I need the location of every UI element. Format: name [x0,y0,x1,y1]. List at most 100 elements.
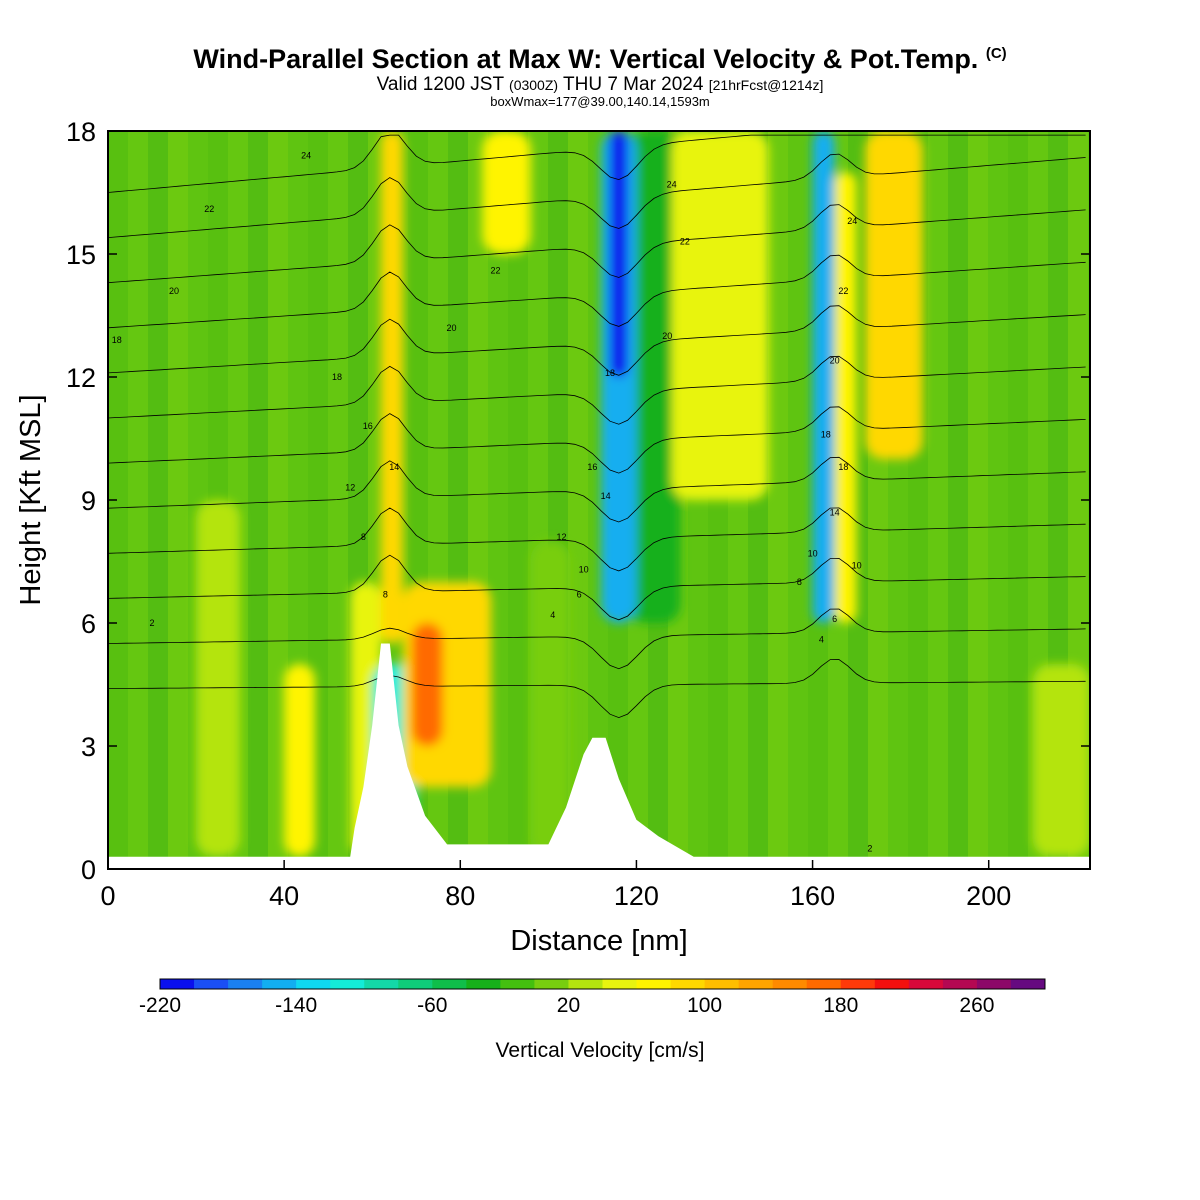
field-stripe [1008,131,1028,869]
isentrope-label: 12 [557,532,567,542]
colorbar-tick-label: -60 [417,994,447,1017]
isentrope-line [108,355,1086,425]
x-tick-label: 200 [966,881,1011,911]
isentrope-line [108,406,1086,474]
y-tick-label: 3 [81,732,96,762]
field-stripe [108,131,128,869]
y-tick-label: 15 [66,240,96,270]
colorbar-swatch [806,979,842,989]
field-stripe [268,131,288,869]
title-text: Wind-Parallel Section at Max W: Vertical… [193,44,979,74]
isentrope-label: 22 [838,286,848,296]
isentrope-label: 24 [667,179,677,189]
colorbar-swatch [194,979,229,989]
isentrope-label: 4 [819,634,824,644]
terrain [108,643,1090,869]
isentrope-label: 20 [169,286,179,296]
valid-prefix: Valid 1200 JST [376,74,504,95]
isentrope-label: 4 [550,610,555,620]
isentrope-line [108,305,1086,376]
isentrope-label: 24 [301,151,311,161]
isentrope-line [108,254,1086,329]
field-stripe [328,131,348,869]
y-tick-label: 18 [66,117,96,147]
colorbar-swatch [160,979,195,989]
colorbar-frame [159,978,1046,990]
isentrope-label: 16 [587,462,597,472]
colorbar-swatch [534,979,569,989]
colorbar-swatch [874,979,910,989]
colorbar-swatch [330,979,365,989]
isentrope-label: 10 [808,548,818,558]
isentrope-label: 10 [579,565,589,575]
velocity-band [196,500,241,857]
velocity-band [834,172,857,623]
isentrope-label: 20 [446,323,456,333]
isentrope-line [108,507,1086,572]
colorbar-swatch [432,979,467,989]
box-info-line: boxWmax=177@39.00,140.14,1593m [490,94,710,109]
y-tick-label: 12 [66,363,96,393]
colorbar-swatch [500,979,535,989]
isentrope-label: 8 [361,532,366,542]
colorbar-tick-label: 20 [557,994,580,1017]
colorbar-swatch [398,979,433,989]
colorbar-swatch [840,979,876,989]
velocity-band [381,131,404,644]
colorbar-swatch [466,979,501,989]
isentrope-label: 14 [601,491,611,501]
chart-title: Wind-Parallel Section at Max W: Vertical… [0,44,1200,75]
isentrope-label: 22 [491,265,501,275]
field-stripe [508,131,528,869]
colorbar-swatch [602,979,638,989]
isentropes [108,134,1086,719]
colorbar-swatch [568,979,603,989]
y-tick-label: 0 [81,855,96,885]
colorbar-swatch [262,979,297,989]
y-axis-label: Height [Kft MSL] [15,394,47,605]
valid-date: THU 7 Mar 2024 [563,74,704,95]
field-stripe [968,131,988,869]
isentrope-label: 14 [830,507,840,517]
isentrope-label: 18 [112,335,122,345]
x-axis: 0 40 80 120 160 200 [100,860,1011,911]
isentrope-label: 14 [389,462,399,472]
colorbar-swatch [772,979,808,989]
velocity-band [482,131,531,254]
colorbar-swatch [228,979,263,989]
isentrope-label: 18 [332,372,342,382]
colorbar-tick-label: 260 [959,994,994,1017]
velocity-band [530,541,571,857]
x-tick-label: 0 [100,881,115,911]
colorbar-label: Vertical Velocity [cm/s] [496,1039,705,1062]
velocity-band [627,131,681,623]
isentrope-label: 2 [150,618,155,628]
velocity-band [284,664,315,857]
x-tick-label: 40 [269,881,299,911]
valid-utc: (0300Z) [509,77,559,93]
isentrope-line [108,204,1086,284]
field-stripe [948,131,968,869]
x-tick-label: 80 [445,881,475,911]
field-stripe [168,131,188,869]
isentrope-label: 8 [797,577,802,587]
x-tick-label: 120 [614,881,659,911]
field-stripe [148,131,168,869]
isentrope-label: 16 [363,421,373,431]
colorbar-swatch [670,979,706,989]
colorbar-swatch [364,979,399,989]
colorbar-swatch [636,979,672,989]
colorbar-swatch [942,979,978,989]
colorbar-swatch [296,979,331,989]
isentrope-line [108,153,1086,238]
isentrope-label: 6 [577,589,582,599]
velocity-band [1032,664,1090,857]
isentrope-line [108,456,1086,523]
x-axis-label: Distance [nm] [510,925,687,957]
field-stripe [488,131,508,869]
isentrope-label: 10 [852,561,862,571]
colorbar-tick-label: -140 [275,994,317,1017]
y-tick-label: 6 [81,609,96,639]
isentrope-label: 22 [680,237,690,247]
velocity-band [812,131,835,623]
